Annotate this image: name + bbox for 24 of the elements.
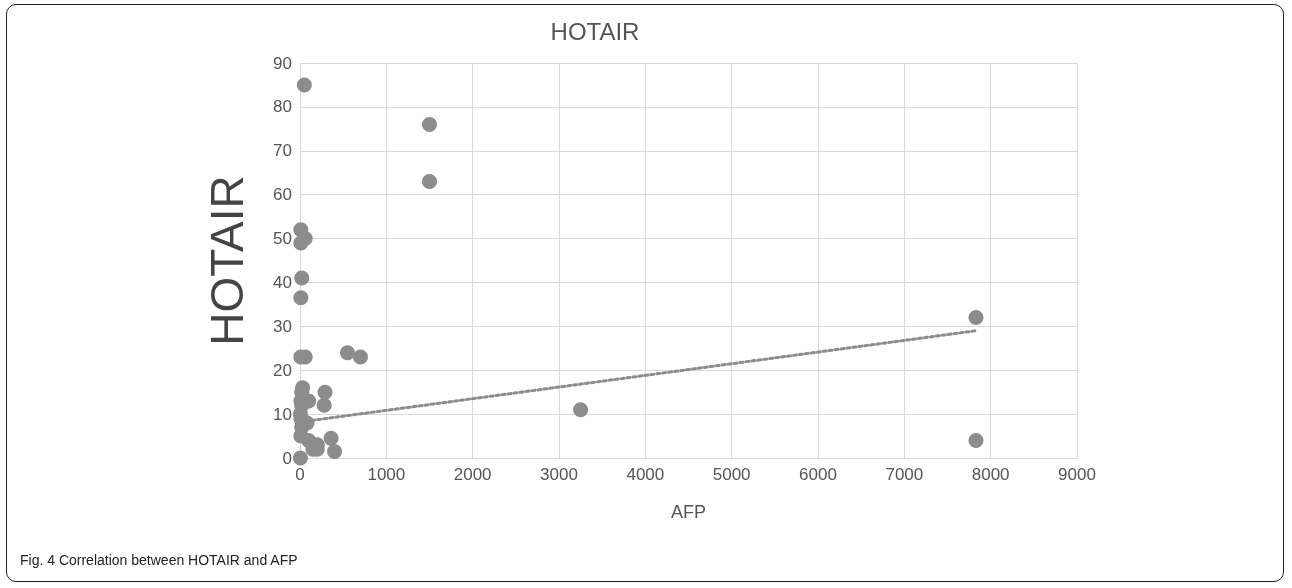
x-tick-label: 4000 [626,465,665,484]
x-tick-label: 5000 [712,465,751,484]
x-tick-label: 9000 [1058,465,1096,484]
y-tick-label: 10 [273,404,292,424]
y-axis-title: HOTAIR [201,175,253,346]
x-tick-label: 2000 [453,465,492,484]
x-tick-label: 0 [295,465,305,484]
x-axis-title: AFP [670,502,707,522]
y-tick-label: 40 [273,272,292,292]
x-tick-label: 8000 [971,465,1010,484]
x-tick-label: 7000 [885,465,924,484]
x-tick-label: 6000 [799,465,837,484]
y-tick-label: 70 [273,141,292,161]
y-tick-label: 60 [273,185,292,205]
y-tick-label: 20 [273,360,292,380]
caption: Fig. 4 Correlation between HOTAIR and AFP [20,552,298,568]
y-tick-label: 90 [273,53,292,73]
x-tick-label: 3000 [540,465,578,484]
chart-title: HOTAIR [550,17,640,45]
y-tick-label: 0 [282,448,292,468]
y-tick-label: 30 [273,316,292,336]
y-tick-label: 80 [273,97,292,117]
y-tick-label: 50 [273,229,292,249]
x-tick-label: 1000 [367,465,406,484]
